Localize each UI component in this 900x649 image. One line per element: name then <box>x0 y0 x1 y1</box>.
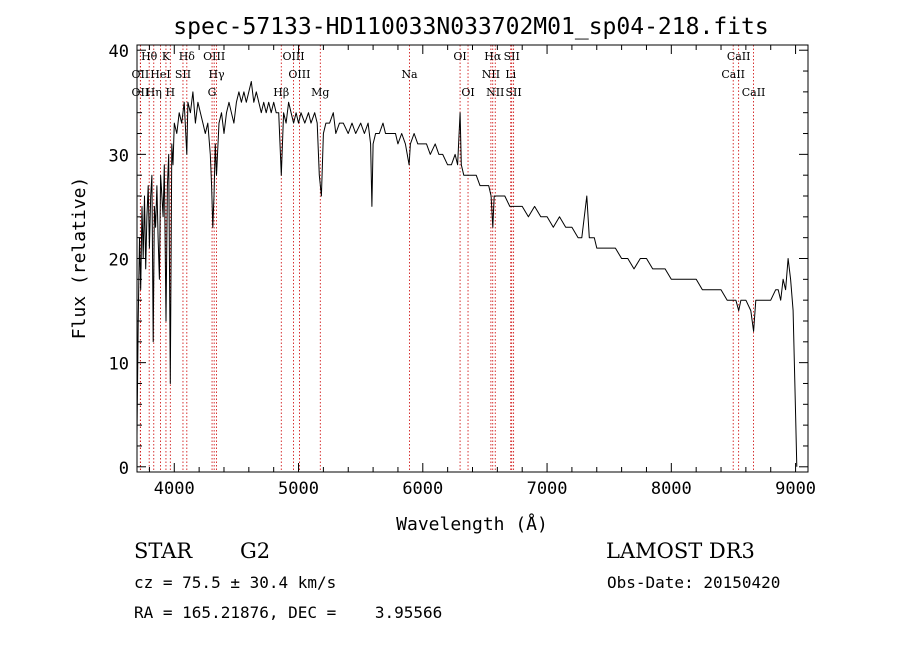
x-tick-label: 5000 <box>278 479 319 499</box>
x-axis-label: Wavelength (Å) <box>396 513 548 535</box>
line-label: Li <box>505 68 516 81</box>
line-label: Hβ <box>273 86 289 99</box>
survey-name: LAMOST DR3 <box>606 539 755 563</box>
line-label: Hη <box>146 86 162 99</box>
line-label: HeI <box>150 68 170 81</box>
x-tick-label: 4000 <box>154 479 195 499</box>
line-label: SII <box>175 68 191 81</box>
line-label: CaII <box>721 68 745 81</box>
line-label: OII <box>131 86 149 99</box>
y-tick-label: 10 <box>109 355 129 375</box>
y-axis-label: Flux (relative) <box>69 177 90 340</box>
object-class: STAR <box>134 539 193 563</box>
line-label: Hγ <box>208 68 225 81</box>
y-tick-label: 40 <box>109 42 129 62</box>
line-label: Hδ <box>179 50 196 63</box>
plot-frame <box>136 44 809 473</box>
line-label: G <box>208 86 217 99</box>
obs-date: Obs-Date: 20150420 <box>607 573 781 592</box>
chart-title: spec-57133-HD110033N033702M01_sp04-218.f… <box>173 14 768 40</box>
line-label: K <box>162 50 171 63</box>
x-tick-label: 6000 <box>402 479 443 499</box>
line-label: OII <box>131 68 149 81</box>
line-label: CaII <box>742 86 766 99</box>
line-label: CaII <box>727 50 751 63</box>
x-tick-label: 9000 <box>775 479 816 499</box>
line-label: OI <box>461 86 474 99</box>
x-tick-label: 8000 <box>651 479 692 499</box>
line-label: Hα <box>484 50 502 63</box>
x-tick-label: 7000 <box>527 479 568 499</box>
y-tick-label: 20 <box>109 251 129 271</box>
line-label: OI <box>453 50 466 63</box>
line-label: NII <box>482 68 500 81</box>
y-tick-label: 30 <box>109 146 129 166</box>
line-label: H <box>166 86 176 99</box>
line-label: SII <box>506 86 522 99</box>
redshift-value: cz = 75.5 ± 30.4 km/s <box>134 573 337 592</box>
object-subclass: G2 <box>240 539 271 563</box>
line-label: SII <box>504 50 520 63</box>
y-tick-label: 0 <box>119 459 129 479</box>
line-label: NII <box>486 86 504 99</box>
coordinates: RA = 165.21876, DEC = 3.95566 <box>134 603 443 622</box>
line-label: OIII <box>283 50 305 63</box>
line-label: OIII <box>203 50 225 63</box>
line-label: Mg <box>311 86 329 99</box>
line-label: Na <box>401 68 418 81</box>
line-label: OIII <box>288 68 310 81</box>
line-label: Hθ <box>141 50 158 63</box>
spectrum-line-flux <box>136 81 798 467</box>
